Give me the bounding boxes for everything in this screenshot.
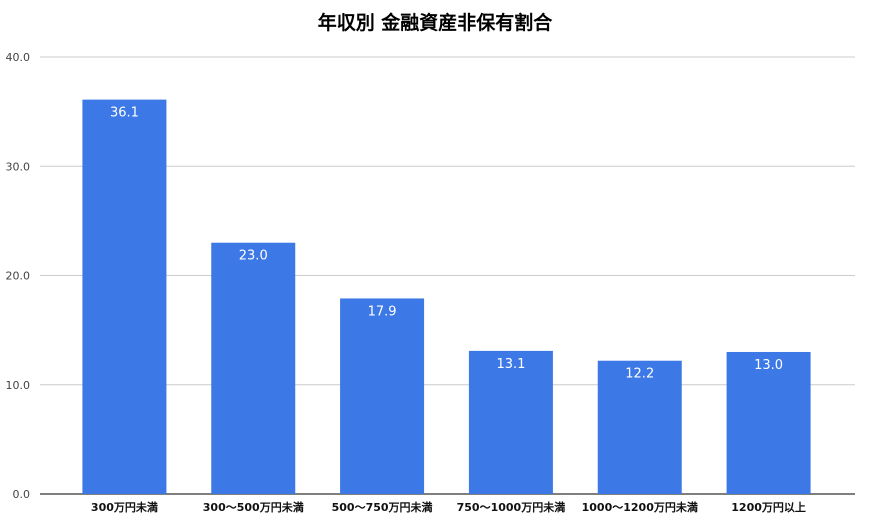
x-tick-label: 1000〜1200万円未満 xyxy=(582,500,698,514)
y-tick-label: 10.0 xyxy=(6,379,31,392)
y-tick-label: 0.0 xyxy=(13,488,31,501)
data-label: 13.1 xyxy=(496,357,525,372)
x-tick-label: 300〜500万円未満 xyxy=(203,500,304,514)
x-tick-label: 300万円未満 xyxy=(91,500,158,514)
y-tick-label: 20.0 xyxy=(6,270,31,283)
bar xyxy=(468,350,553,494)
x-tick-label: 1200万円以上 xyxy=(731,500,806,514)
x-tick-label: 750〜1000万円未満 xyxy=(457,500,566,514)
y-tick-label: 40.0 xyxy=(6,51,31,64)
data-label: 23.0 xyxy=(239,249,268,264)
data-label: 17.9 xyxy=(368,304,397,319)
chart-title: 年収別 金融資産非保有割合 xyxy=(318,11,554,34)
bar xyxy=(340,298,425,494)
data-label: 13.0 xyxy=(754,358,783,373)
bar xyxy=(211,242,296,494)
bar xyxy=(597,360,682,494)
data-label: 36.1 xyxy=(110,106,139,121)
bar xyxy=(82,99,167,495)
y-tick-label: 30.0 xyxy=(6,160,31,173)
data-label: 12.2 xyxy=(625,367,654,382)
bar xyxy=(726,351,811,494)
x-tick-label: 500〜750万円未満 xyxy=(332,500,433,514)
